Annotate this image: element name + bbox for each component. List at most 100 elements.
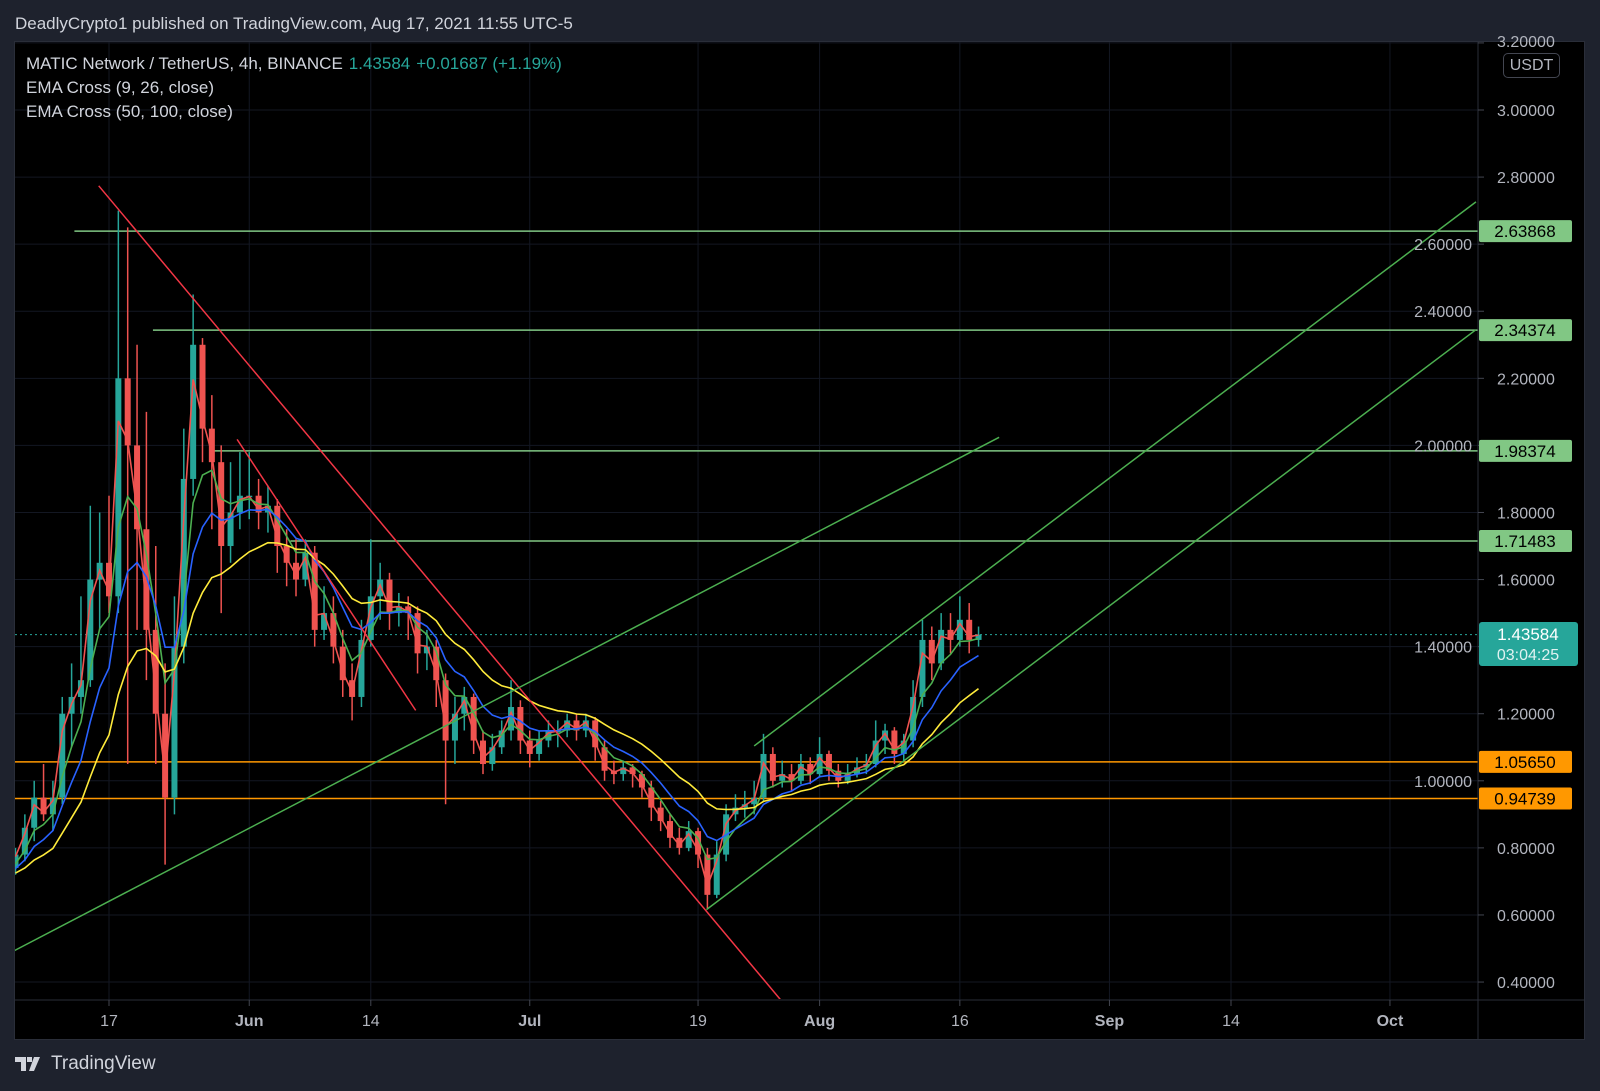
candle-body xyxy=(180,478,187,647)
candle-body xyxy=(910,696,917,741)
candle-body xyxy=(208,428,215,463)
price-tick-label: 1.00000 xyxy=(1414,774,1472,791)
candle-body xyxy=(498,730,505,748)
candle-body xyxy=(21,827,28,855)
candle-body xyxy=(788,774,795,781)
candle-body xyxy=(657,807,664,822)
legend-indicator-ema-50-100[interactable]: EMA Cross (50, 100, close) xyxy=(26,102,233,121)
level-price-badge xyxy=(1479,220,1572,243)
time-tick-label: 16 xyxy=(951,1013,969,1030)
candle-body xyxy=(377,579,384,597)
time-tick-label: Jun xyxy=(235,1013,263,1030)
price-tick-label: 0.80000 xyxy=(1497,841,1555,858)
candles xyxy=(15,210,982,909)
price-tick-label: 2.00000 xyxy=(1414,438,1472,455)
candle-body xyxy=(526,740,533,754)
candle-body xyxy=(40,797,47,815)
level-price-label: 1.05650 xyxy=(1494,753,1555,772)
candle-body xyxy=(807,764,814,775)
price-tick-label: 2.60000 xyxy=(1414,237,1472,254)
price-axis-labels: 2.63868 2.34374 1.98374 1.71483 1.05650 0.947… xyxy=(1479,220,1572,810)
candle-body xyxy=(274,505,281,547)
last-price: 1.43584 xyxy=(348,54,411,73)
time-axis[interactable]: 17 Jun 14 Jul 19 Aug 16 Sep 14 Oct xyxy=(100,1000,1404,1030)
price-axis[interactable]: 3.20000 3.00000 2.80000 2.60000 2.40000 2.200… xyxy=(1414,34,1555,992)
price-tick-label: 2.20000 xyxy=(1497,371,1555,388)
time-tick-label: 17 xyxy=(100,1013,118,1030)
candle-body xyxy=(143,529,150,630)
level-price-label: 1.71483 xyxy=(1494,532,1555,551)
candle-body xyxy=(564,720,571,731)
candle-body xyxy=(648,787,655,808)
time-tick-label: 14 xyxy=(362,1013,380,1030)
legend-symbol-row: MATIC Network / TetherUS, 4h, BINANCE 1.4… xyxy=(26,54,562,74)
trendline xyxy=(706,329,1477,911)
candle-body xyxy=(797,764,804,781)
candle-body xyxy=(31,797,38,828)
brand-name: TradingView xyxy=(51,1053,156,1074)
candle-body xyxy=(77,680,84,697)
candle-body xyxy=(386,579,393,614)
price-tick-label: 2.40000 xyxy=(1414,304,1472,321)
ema-line-26 xyxy=(15,469,979,865)
candle-body xyxy=(442,680,449,741)
candle-body xyxy=(975,634,982,640)
candle-body xyxy=(919,639,926,697)
candle-body xyxy=(330,613,337,647)
candle-body xyxy=(938,629,945,664)
candle-body xyxy=(405,606,412,614)
candle-body xyxy=(573,720,580,731)
candle-body xyxy=(835,770,842,781)
level-price-badge xyxy=(1479,319,1572,342)
tradingview-logo-icon xyxy=(15,1057,40,1071)
candle-body xyxy=(844,774,851,781)
last-price-label: 1.43584 03:04:25 xyxy=(1479,622,1578,666)
candle-body xyxy=(928,639,935,664)
level-price-label: 1.98374 xyxy=(1494,442,1555,461)
candle-body xyxy=(956,619,963,640)
candle-body xyxy=(489,747,496,765)
legend-indicator-ema-9-26[interactable]: EMA Cross (9, 26, close) xyxy=(26,78,215,97)
price-tick-label: 0.60000 xyxy=(1497,908,1555,925)
symbol-title[interactable]: MATIC Network / TetherUS, 4h, BINANCE xyxy=(26,54,343,73)
candle-body xyxy=(704,854,711,895)
candle-body xyxy=(629,767,636,775)
candle-body xyxy=(751,797,758,805)
time-tick-label: Jul xyxy=(518,1013,541,1030)
ema-line-50 xyxy=(15,508,979,870)
candle-body xyxy=(423,646,430,654)
candle-body xyxy=(433,646,440,681)
ema-line-9 xyxy=(15,379,979,889)
candle-body xyxy=(152,629,159,714)
candle-body xyxy=(311,552,318,630)
candle-body xyxy=(115,378,122,597)
candle-body xyxy=(966,619,973,640)
candle-body xyxy=(227,512,234,547)
time-tick-label: Oct xyxy=(1377,1013,1404,1030)
candle-body xyxy=(536,740,543,754)
candle-body xyxy=(779,774,786,781)
price-tick-label: 3.20000 xyxy=(1497,34,1555,51)
price-tick-label: 0.40000 xyxy=(1497,975,1555,992)
candle-body xyxy=(162,713,169,798)
candle-body xyxy=(508,707,515,731)
candle-body xyxy=(872,740,879,765)
candle-body xyxy=(816,753,823,775)
candle-body xyxy=(882,730,889,741)
time-tick-label: Aug xyxy=(804,1013,835,1030)
candle-body xyxy=(685,831,692,848)
candle-body xyxy=(480,740,486,765)
tradingview-logo[interactable]: TradingView xyxy=(15,1053,156,1075)
time-tick-label: Sep xyxy=(1095,1013,1125,1030)
candle-body xyxy=(124,378,131,446)
price-tick-label: 1.80000 xyxy=(1497,505,1555,522)
currency-button[interactable]: USDT xyxy=(1503,53,1560,78)
candle-body xyxy=(190,344,197,479)
candle-body xyxy=(676,837,683,848)
candle-body xyxy=(87,579,94,681)
price-tick-label: 1.20000 xyxy=(1497,707,1555,724)
trendline xyxy=(15,436,1000,952)
candle-body xyxy=(825,753,832,771)
candle-body xyxy=(321,613,328,630)
